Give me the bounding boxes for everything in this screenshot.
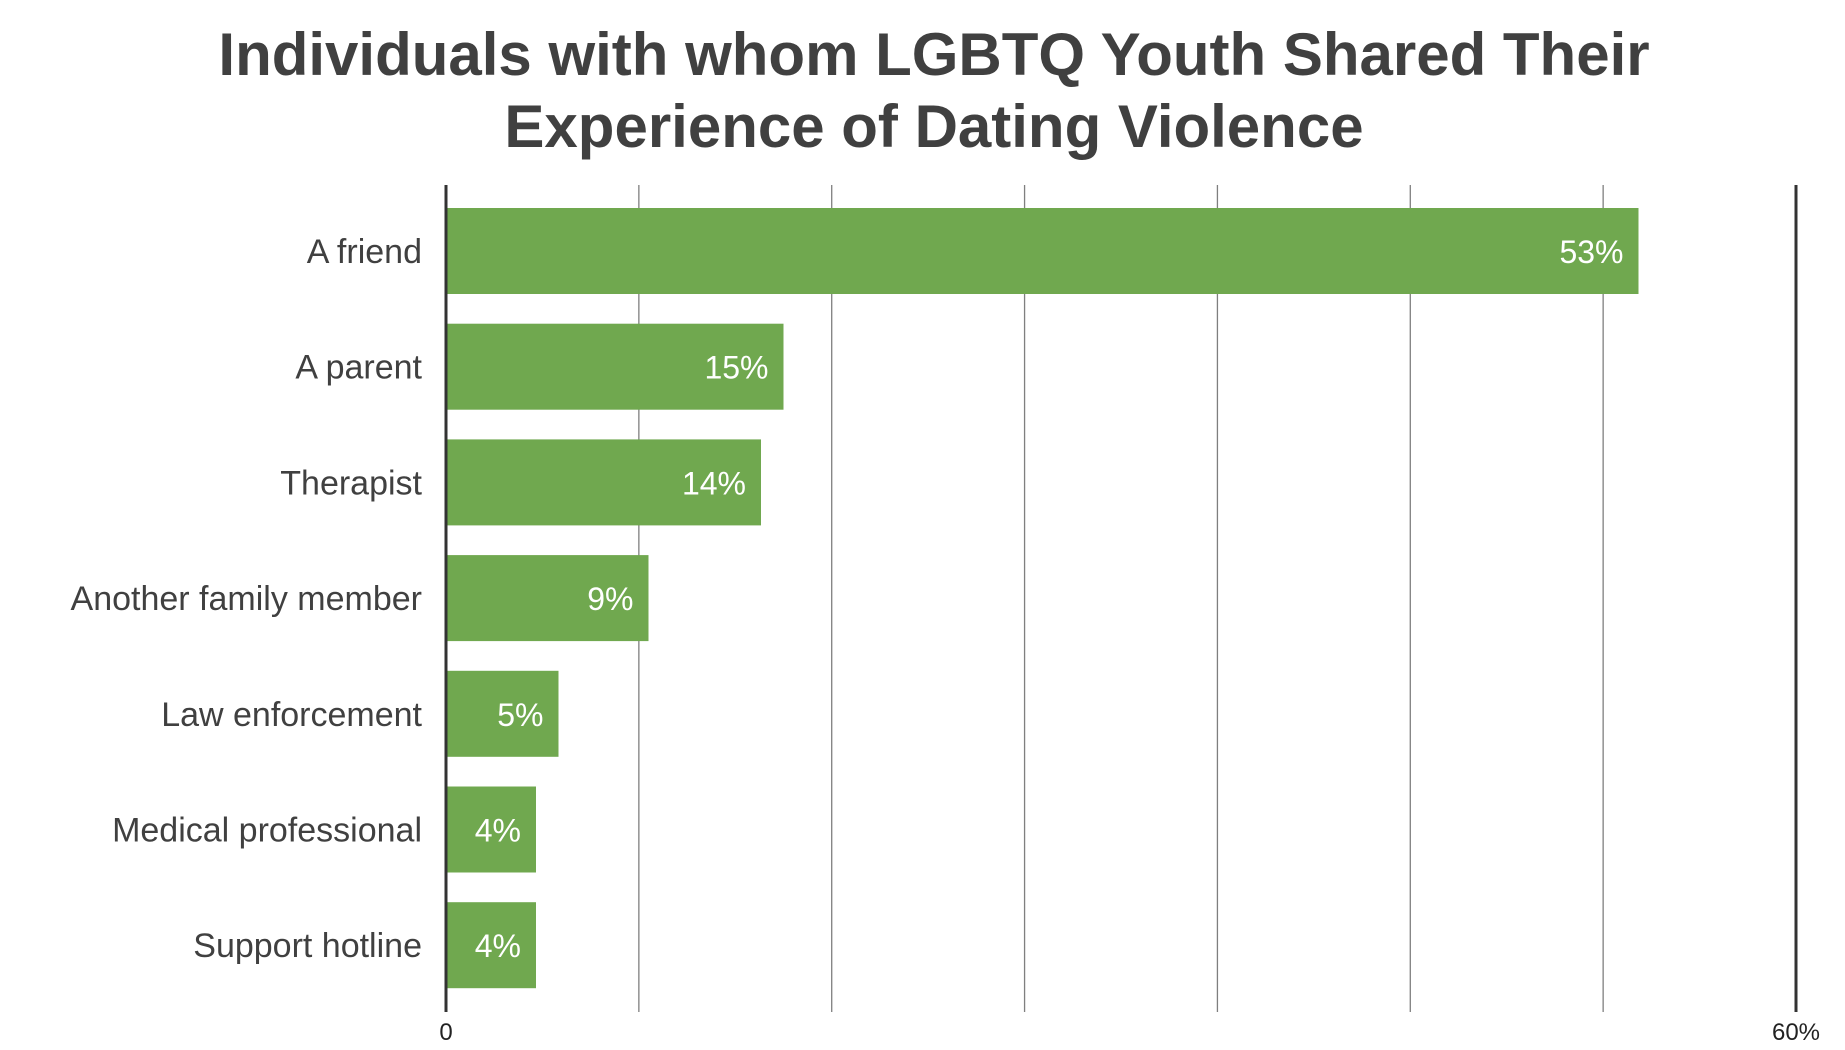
- category-label: Medical professional: [112, 812, 422, 850]
- value-label: 4%: [475, 928, 521, 964]
- category-label: Support hotline: [193, 927, 422, 965]
- tick-labels: 0 60%: [439, 1019, 1820, 1046]
- category-label: A friend: [307, 233, 422, 271]
- gridlines: [638, 185, 1604, 1012]
- bars: [446, 208, 1639, 989]
- chart-title-line-1: Individuals with whom LGBTQ Youth Shared…: [218, 21, 1649, 88]
- x-tick-max: 60%: [1772, 1019, 1820, 1046]
- value-label: 4%: [475, 813, 521, 849]
- category-label: Therapist: [280, 464, 422, 502]
- bar: [446, 208, 1639, 294]
- bar: [446, 323, 784, 410]
- value-label: 14%: [682, 465, 746, 501]
- value-label: 15%: [704, 350, 768, 386]
- value-labels: 53% 15% 14% 9% 5% 4% 4%: [475, 234, 1624, 964]
- category-label: A parent: [295, 349, 422, 387]
- chart-title-line-2: Experience of Dating Violence: [504, 93, 1363, 160]
- category-labels: A friend A parent Therapist Another family …: [71, 233, 423, 965]
- category-label: Another family member: [71, 580, 422, 618]
- axes: [444, 185, 1798, 1012]
- bar: [446, 902, 536, 989]
- value-label: 5%: [497, 697, 543, 733]
- category-label: Law enforcement: [161, 696, 422, 734]
- bar: [446, 439, 761, 526]
- value-label: 9%: [587, 581, 633, 617]
- value-label: 53%: [1559, 234, 1623, 270]
- bar: [446, 555, 649, 642]
- bar: [446, 670, 559, 757]
- bar: [446, 786, 536, 873]
- x-tick-min: 0: [439, 1019, 452, 1046]
